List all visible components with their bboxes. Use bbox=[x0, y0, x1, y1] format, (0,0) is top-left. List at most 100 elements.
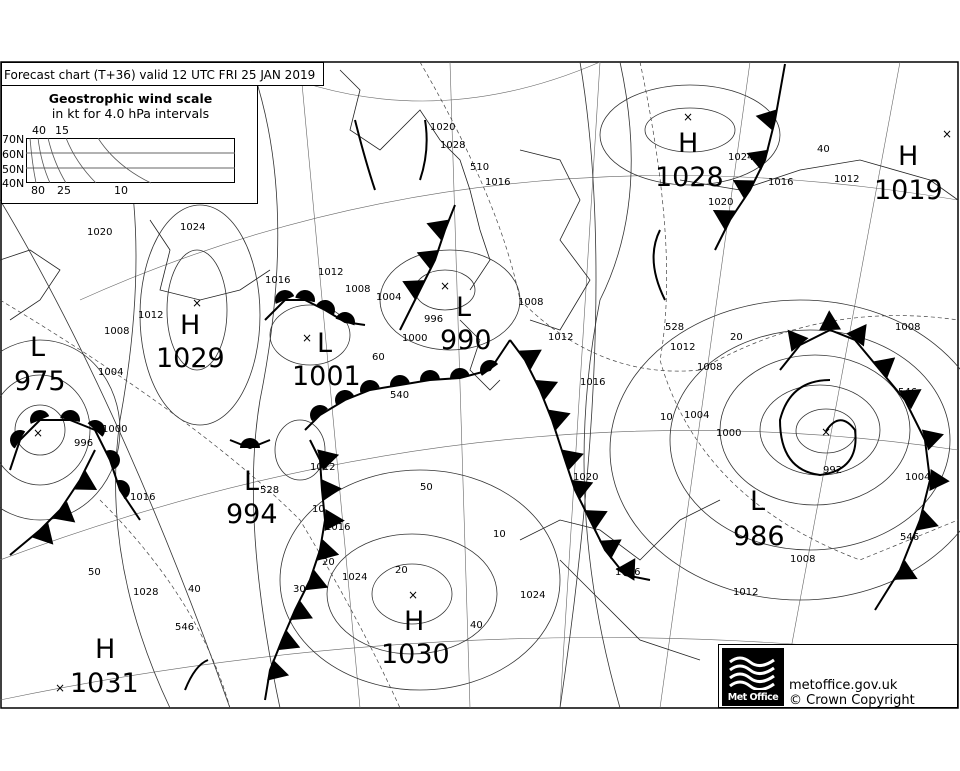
thickness-label: 10 bbox=[660, 412, 673, 423]
svg-text:×: × bbox=[192, 296, 202, 310]
spiral-986 bbox=[778, 379, 857, 477]
met-office-logo: Met Office bbox=[722, 648, 784, 706]
thickness-label: 546 bbox=[898, 387, 917, 398]
isobar-label: 1024 bbox=[342, 572, 367, 583]
centre-type: H bbox=[678, 128, 698, 159]
centre-value: 986 bbox=[733, 521, 785, 552]
thickness-label: 546 bbox=[175, 622, 194, 633]
cold-front bbox=[264, 439, 345, 701]
isobar-label: 1012 bbox=[548, 332, 573, 343]
front-975 bbox=[9, 410, 141, 521]
centre-value: 1029 bbox=[156, 343, 225, 374]
thickness-label: 60 bbox=[372, 352, 385, 363]
cold-front-975 bbox=[9, 449, 98, 556]
chart-title: Forecast chart (T+36) valid 12 UTC FRI 2… bbox=[1, 62, 324, 86]
isobar-label: 1000 bbox=[102, 424, 127, 435]
waves-icon bbox=[729, 656, 775, 691]
isobar-label: 1020 bbox=[708, 197, 733, 208]
wind-scale-graph bbox=[26, 138, 235, 184]
thickness-label: 10 bbox=[493, 529, 506, 540]
centre-type: L bbox=[30, 332, 45, 363]
isobar-label: 1004 bbox=[98, 367, 123, 378]
centre-value: 1030 bbox=[381, 639, 450, 670]
isobar-label: 1016 bbox=[130, 492, 155, 503]
isobar-label: 1016 bbox=[325, 522, 350, 533]
isobar-label: 1008 bbox=[345, 284, 370, 295]
isobar-label: 1016 bbox=[485, 177, 510, 188]
isobar-label: 1016 bbox=[265, 275, 290, 286]
centre-value: 1031 bbox=[70, 668, 139, 699]
thickness-label: 40 bbox=[188, 584, 201, 595]
scale-bottom-label: 25 bbox=[57, 184, 71, 197]
thickness-label: 510 bbox=[470, 162, 489, 173]
centre-value: 990 bbox=[440, 325, 492, 356]
isobar-label: 1008 bbox=[518, 297, 543, 308]
scale-latitude: 60N bbox=[2, 148, 25, 161]
centre-value: 994 bbox=[226, 499, 278, 530]
centre-value: 1019 bbox=[874, 175, 943, 206]
isobar-label: 1024 bbox=[520, 590, 545, 601]
isobar-label: 1008 bbox=[104, 326, 129, 337]
isobar-label: 1016 bbox=[580, 377, 605, 388]
svg-text:×: × bbox=[33, 426, 43, 440]
thickness-label: 20 bbox=[730, 332, 743, 343]
isobar-label: 1012 bbox=[138, 310, 163, 321]
isobar-label: 1008 bbox=[895, 322, 920, 333]
thickness-label: 528 bbox=[665, 322, 684, 333]
thickness-label: 10 bbox=[312, 504, 325, 515]
front-994 bbox=[229, 438, 271, 450]
thickness-label: 540 bbox=[390, 390, 409, 401]
centre-value: 975 bbox=[14, 366, 66, 397]
isobar-label: 1024 bbox=[180, 222, 205, 233]
isobar-label: 1008 bbox=[697, 362, 722, 373]
centre-type: L bbox=[317, 328, 332, 359]
isobar-label: 1020 bbox=[573, 472, 598, 483]
thickness-label: 40 bbox=[470, 620, 483, 631]
coastlines bbox=[0, 69, 959, 661]
isobar-label: 996 bbox=[424, 314, 443, 325]
svg-text:×: × bbox=[55, 681, 65, 695]
scale-latitude: 70N bbox=[2, 133, 25, 146]
isobar-label: 1020 bbox=[87, 227, 112, 238]
warm-front-low bbox=[264, 290, 366, 326]
isobar-label: 1000 bbox=[402, 333, 427, 344]
thickness-label: 40 bbox=[817, 144, 830, 155]
svg-text:×: × bbox=[683, 110, 693, 124]
centre-type: H bbox=[898, 141, 918, 172]
occluded-front bbox=[304, 339, 511, 431]
thickness-label: 20 bbox=[395, 565, 408, 576]
scale-bottom-label: 80 bbox=[31, 184, 45, 197]
thickness-label: 20 bbox=[322, 557, 335, 568]
front-scandinavia bbox=[712, 63, 786, 251]
isobar-label: 992 bbox=[823, 465, 842, 476]
svg-text:×: × bbox=[408, 588, 418, 602]
isobar-label: 1004 bbox=[684, 410, 709, 421]
site-link[interactable]: metoffice.gov.uk bbox=[789, 678, 898, 693]
footer-credit: Met Office metoffice.gov.uk © Crown Copy… bbox=[718, 644, 958, 708]
scale-bottom-label: 10 bbox=[114, 184, 128, 197]
svg-text:×: × bbox=[821, 425, 831, 439]
isobar-label: 1020 bbox=[430, 122, 455, 133]
wind-scale-title: Geostrophic wind scale bbox=[48, 91, 213, 106]
scale-latitude: 40N bbox=[2, 177, 25, 190]
isobar-label: 1012 bbox=[834, 174, 859, 185]
centre-value: 1001 bbox=[292, 361, 361, 392]
centre-value: 1028 bbox=[655, 162, 724, 193]
isobar-label: 1012 bbox=[670, 342, 695, 353]
isobar-label: 1012 bbox=[318, 267, 343, 278]
thickness-label: 50 bbox=[88, 567, 101, 578]
svg-text:×: × bbox=[942, 127, 952, 141]
centre-type: H bbox=[95, 634, 115, 665]
centre-type: L bbox=[456, 292, 471, 323]
pressure-centres: × × × × × × × × × H 1028 H 1019 L 975 H 1029 L 1… bbox=[14, 110, 952, 699]
wind-scale-subtitle: in kt for 4.0 hPa intervals bbox=[51, 106, 210, 121]
isobar-label: 1004 bbox=[376, 292, 401, 303]
isobar-label: 1028 bbox=[440, 140, 465, 151]
isobar-labels: 1020 1016 1012 1008 1004 1000 996 992 10… bbox=[74, 122, 930, 601]
scale-top-label: 15 bbox=[55, 124, 69, 137]
isobar-label: 996 bbox=[74, 438, 93, 449]
isobar-label: 1024 bbox=[728, 152, 753, 163]
isobar-label: 1028 bbox=[133, 587, 158, 598]
centre-type: H bbox=[180, 310, 200, 341]
centre-type: H bbox=[404, 606, 424, 637]
